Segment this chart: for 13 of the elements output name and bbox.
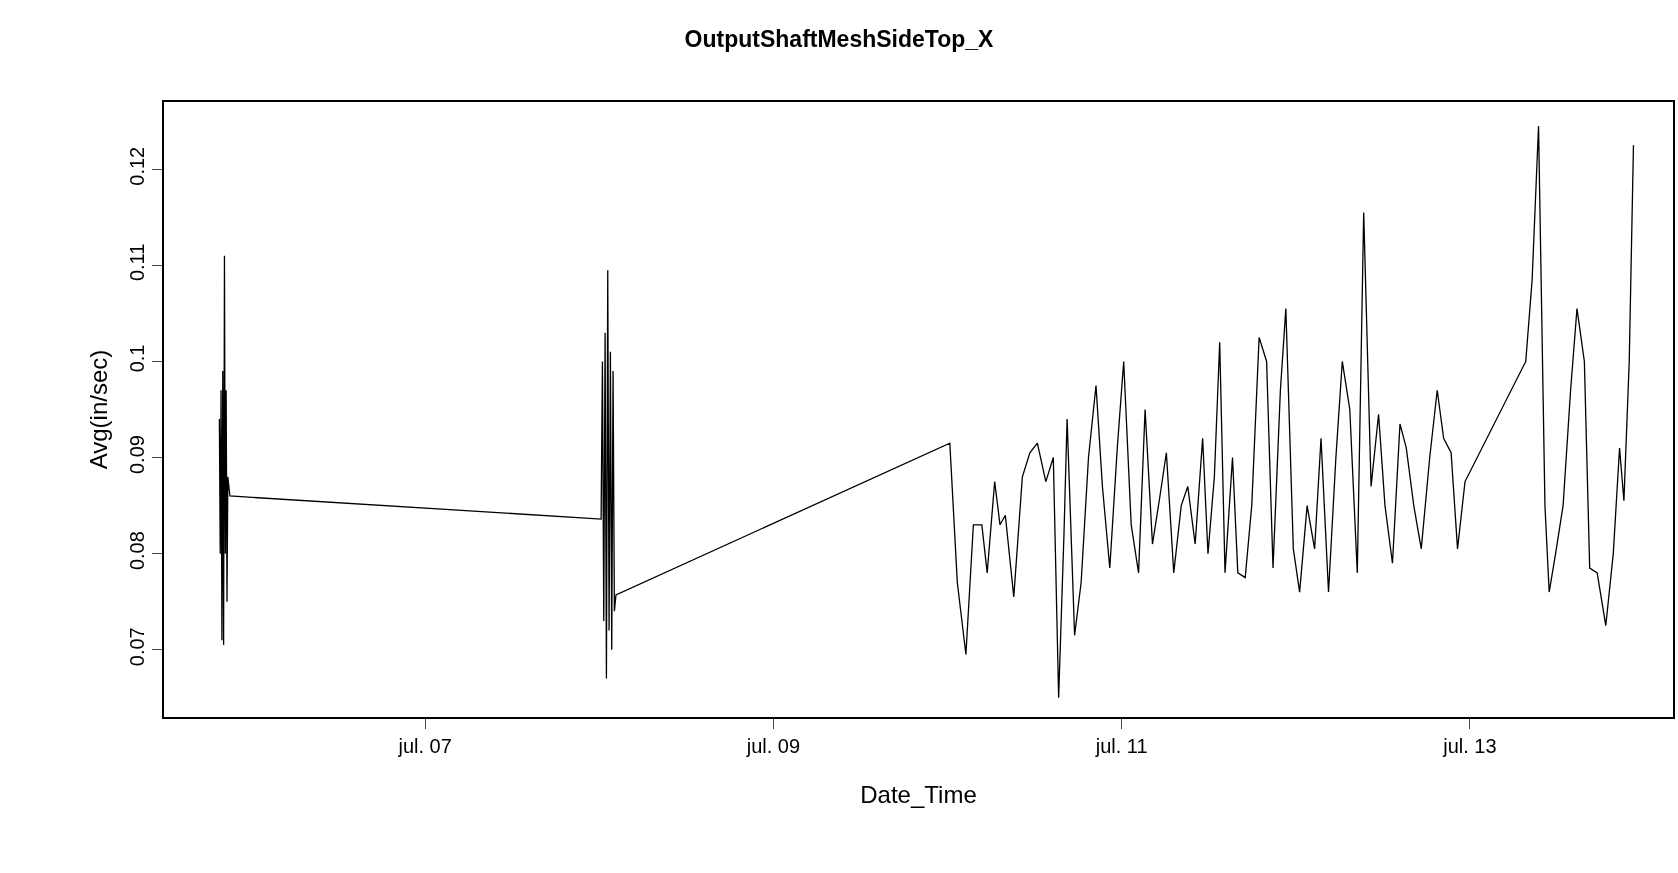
y-tick-label: 0.09	[126, 435, 149, 475]
x-tick-label: jul. 11	[1094, 734, 1148, 757]
y-tick-label: 0.07	[126, 627, 149, 667]
y-tick-label: 0.1	[126, 344, 149, 373]
y-tick-label: 0.12	[126, 146, 149, 186]
chart-title: OutputShaftMeshSideTop_X	[684, 25, 995, 52]
x-tick-label: jul. 07	[397, 734, 452, 757]
x-tick-label: jul. 13	[1442, 734, 1497, 757]
y-tick-label: 0.11	[126, 243, 149, 282]
x-axis-title: Date_Time	[860, 780, 977, 808]
y-axis-title: Avg(in/sec)	[84, 349, 112, 470]
y-tick-label: 0.08	[126, 531, 149, 571]
x-tick-label: jul. 09	[745, 734, 801, 757]
